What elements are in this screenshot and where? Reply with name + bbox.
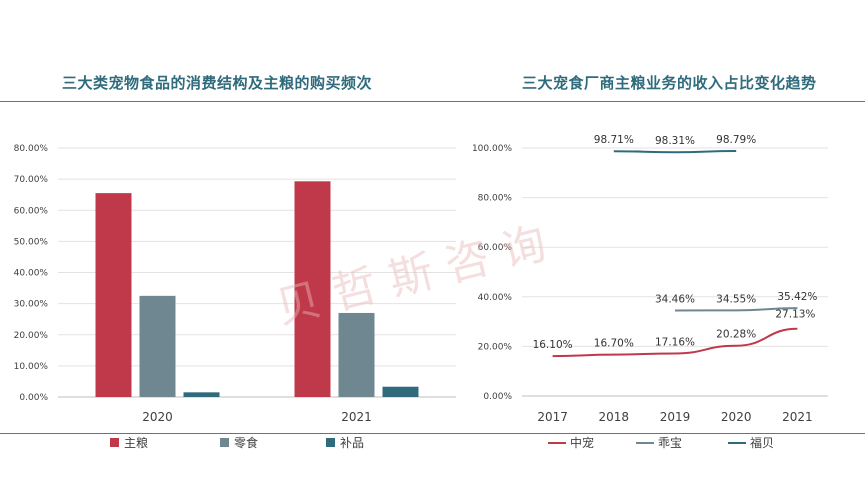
bar-主粮 xyxy=(294,181,331,397)
bar-主粮 xyxy=(95,193,132,397)
line-data-label: 34.46% xyxy=(655,294,695,306)
line-y-tick-label: 80.00% xyxy=(478,194,513,204)
bar-补品 xyxy=(382,386,419,397)
line-data-label: 16.10% xyxy=(533,339,573,351)
line-data-label: 17.16% xyxy=(655,336,695,348)
line-series-福贝 xyxy=(613,150,737,154)
bar-legend-label: 补品 xyxy=(340,436,364,450)
bar-legend-swatch xyxy=(220,438,229,447)
bar-y-tick-label: 60.00% xyxy=(14,206,49,216)
top-divider xyxy=(0,101,865,102)
bar-y-tick-label: 40.00% xyxy=(14,269,49,279)
line-data-label: 16.70% xyxy=(594,338,634,350)
bar-y-tick-label: 30.00% xyxy=(14,300,49,310)
line-y-tick-label: 40.00% xyxy=(478,293,513,303)
bar-零食 xyxy=(139,295,176,397)
line-y-tick-label: 100.00% xyxy=(472,144,512,154)
line-x-tick-label: 2017 xyxy=(537,410,568,424)
bar-y-tick-label: 80.00% xyxy=(14,144,49,154)
line-data-label: 98.79% xyxy=(716,134,756,146)
bar-y-tick-label: 20.00% xyxy=(14,331,49,341)
bottom-divider xyxy=(0,433,865,434)
bar-y-tick-label: 0.00% xyxy=(19,393,48,403)
bar-legend-swatch xyxy=(110,438,119,447)
line-data-label: 98.31% xyxy=(655,135,695,147)
bar-legend-label: 零食 xyxy=(234,435,258,450)
line-data-label: 35.42% xyxy=(777,291,817,303)
bar-补品 xyxy=(183,392,220,397)
bar-x-category-label: 2021 xyxy=(341,410,372,424)
line-x-tick-label: 2018 xyxy=(599,410,630,424)
line-y-tick-label: 0.00% xyxy=(483,392,512,402)
line-x-tick-label: 2020 xyxy=(721,410,752,424)
line-data-label: 34.55% xyxy=(716,293,756,305)
bar-零食 xyxy=(338,312,375,397)
bar-chart: 0.00% 10.00% 20.00% 30.00% 40.00% 50.00% 60.00… xyxy=(14,144,456,450)
line-data-label: 20.28% xyxy=(716,329,756,341)
bar-legend-swatch xyxy=(326,438,335,447)
line-y-tick-label: 20.00% xyxy=(478,342,513,352)
line-y-tick-label: 60.00% xyxy=(478,243,513,253)
line-series-中宠 xyxy=(552,327,798,358)
bar-legend-label: 主粮 xyxy=(124,435,148,450)
line-legend-label: 福贝 xyxy=(750,435,774,450)
bar-chart-title: 三大类宠物食品的消费结构及主粮的购买频次 xyxy=(62,74,373,92)
line-chart: 0.00% 20.00% 40.00% 60.00% 80.00% 100.00% 2017… xyxy=(472,134,828,450)
bar-y-tick-label: 50.00% xyxy=(14,237,49,247)
line-chart-title: 三大宠食厂商主粮业务的收入占比变化趋势 xyxy=(522,74,817,92)
bar-y-tick-label: 70.00% xyxy=(14,175,49,185)
line-legend-label: 乖宝 xyxy=(658,436,682,450)
line-x-tick-label: 2019 xyxy=(660,410,691,424)
line-legend-label: 中宠 xyxy=(570,435,594,450)
line-x-tick-label: 2021 xyxy=(782,410,813,424)
line-data-label: 98.71% xyxy=(594,134,634,146)
bar-x-category-label: 2020 xyxy=(142,410,173,424)
line-data-label: 27.13% xyxy=(775,309,815,321)
bar-y-tick-label: 10.00% xyxy=(14,362,49,372)
line-series-乖宝 xyxy=(674,307,798,312)
